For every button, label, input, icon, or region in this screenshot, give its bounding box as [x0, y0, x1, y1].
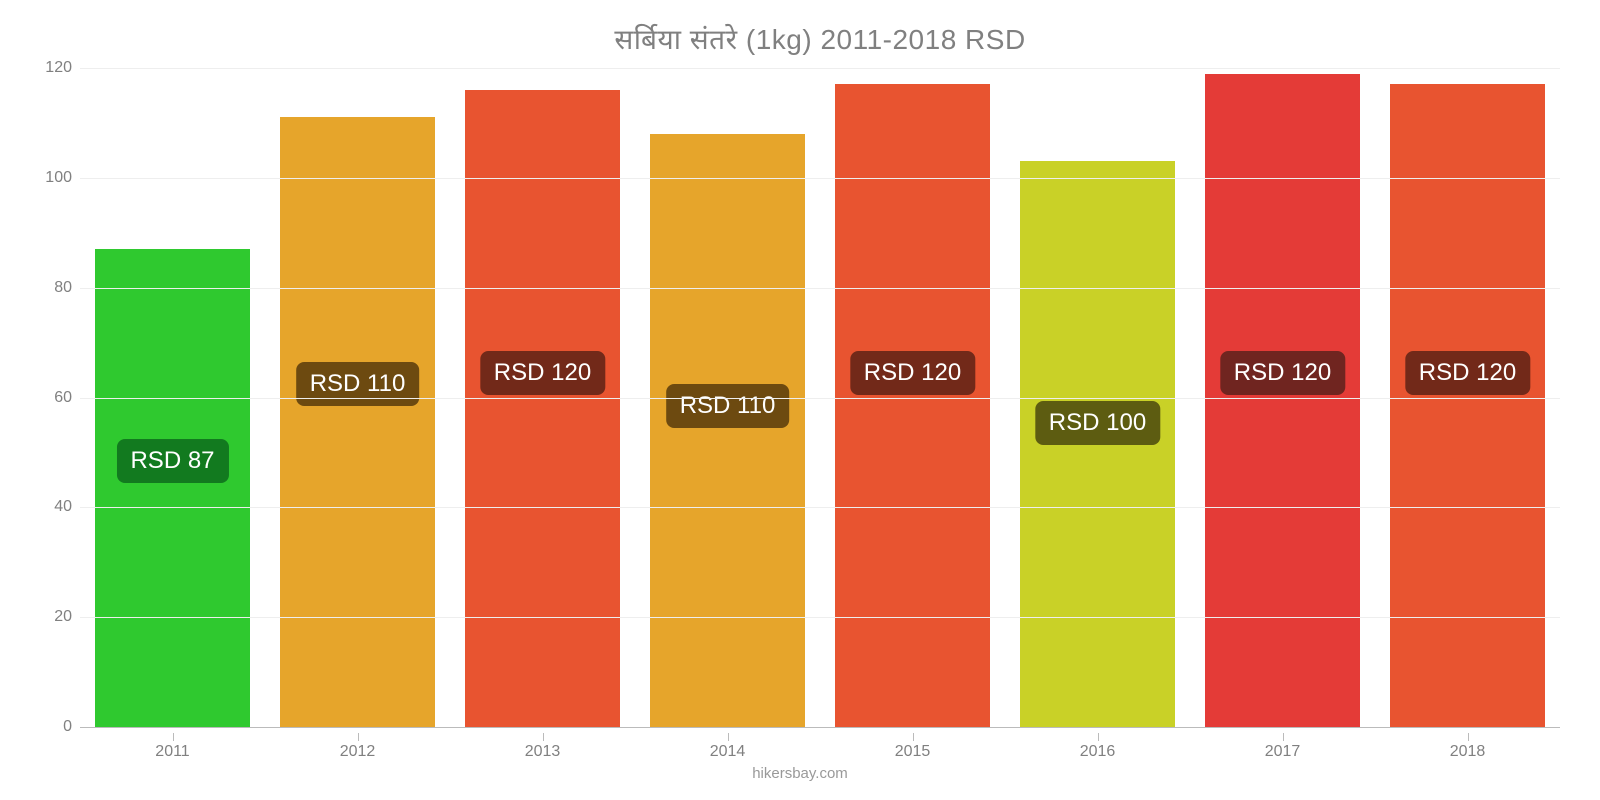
grid-line [80, 68, 1560, 69]
bar [1205, 74, 1360, 728]
value-badge: RSD 120 [480, 351, 605, 395]
value-badge: RSD 110 [296, 362, 420, 406]
x-tick-label: 2015 [820, 743, 1005, 761]
value-badge: RSD 120 [1220, 351, 1345, 395]
y-tick-label: 120 [32, 59, 72, 77]
bar [650, 134, 805, 727]
x-axis: 20112012201320142015201620172018 [80, 743, 1560, 761]
bar [280, 117, 435, 727]
bar [465, 90, 620, 727]
x-tick-label: 2012 [265, 743, 450, 761]
value-badge: RSD 120 [1405, 351, 1530, 395]
plot-area: RSD 87 RSD 110 RSD 120 RSD 110 RSD 120 RSD 10… [80, 68, 1560, 728]
bar [1390, 84, 1545, 727]
grid-line [80, 398, 1560, 399]
x-tick-label: 2013 [450, 743, 635, 761]
grid-line [80, 507, 1560, 508]
grid-line [80, 727, 1560, 728]
y-tick-label: 80 [32, 279, 72, 297]
x-tick-label: 2014 [635, 743, 820, 761]
y-tick-label: 40 [32, 498, 72, 516]
grid-line [80, 178, 1560, 179]
x-tick-label: 2018 [1375, 743, 1560, 761]
x-tick-label: 2017 [1190, 743, 1375, 761]
y-tick-label: 100 [32, 169, 72, 187]
y-tick-label: 20 [32, 608, 72, 626]
value-badge: RSD 87 [116, 439, 228, 483]
value-badge: RSD 110 [666, 384, 790, 428]
y-tick-label: 60 [32, 389, 72, 407]
grid-line [80, 288, 1560, 289]
chart-title: सर्बिया संतरे (1kg) 2011-2018 RSD [80, 20, 1560, 58]
bar [835, 84, 990, 727]
y-tick-label: 0 [32, 718, 72, 736]
chart-container: सर्बिया संतरे (1kg) 2011-2018 RSD RSD 87… [0, 0, 1600, 800]
attribution-text: hikersbay.com [0, 765, 1600, 782]
x-tick-label: 2016 [1005, 743, 1190, 761]
value-badge: RSD 120 [850, 351, 975, 395]
bar [95, 249, 250, 727]
x-tick-label: 2011 [80, 743, 265, 761]
value-badge: RSD 100 [1035, 401, 1160, 445]
grid-line [80, 617, 1560, 618]
